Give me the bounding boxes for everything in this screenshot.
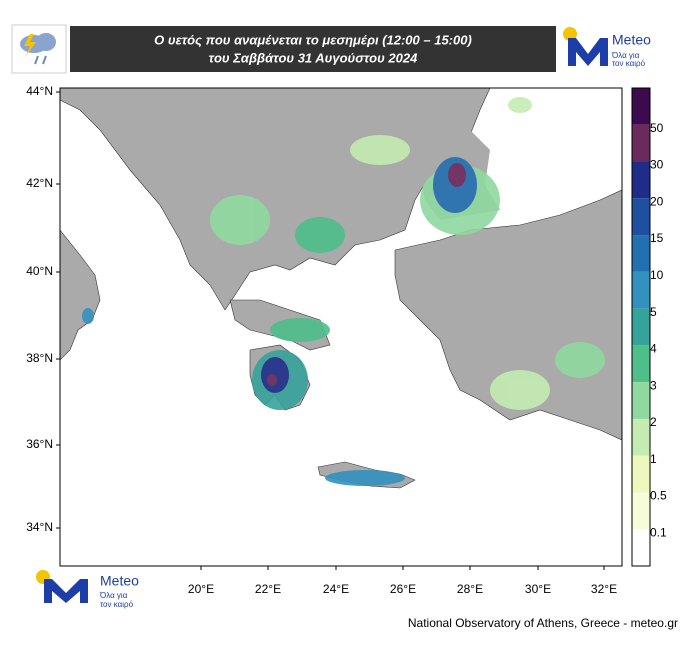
colorbar-label: 0.1	[650, 525, 667, 539]
lon-label: 26°E	[390, 582, 416, 596]
subtitle: του Σαββάτου 31 Αυγούστου 2024	[209, 50, 418, 65]
logo-name: Meteo	[612, 32, 651, 48]
logo-bottom: Meteo Όλα για τον καιρό	[36, 570, 139, 609]
colorbar-segment	[632, 345, 650, 383]
colorbar-label: 2	[650, 415, 657, 429]
logo-tagline: Όλα για	[99, 591, 128, 600]
colorbar-label: 3	[650, 378, 657, 392]
logo-tagline: τον καιρό	[100, 600, 134, 609]
weather-icon	[11, 24, 67, 74]
logo-top: Meteo Όλα για τον καιρό	[563, 27, 651, 68]
logo-tagline: Όλα για	[611, 51, 640, 60]
map-frame	[59, 87, 623, 567]
colorbar-segment	[632, 308, 650, 346]
colorbar-label: 30	[650, 158, 664, 172]
colorbar-label: 1	[650, 452, 657, 466]
lat-label: 42°N	[26, 176, 53, 190]
title: Ο υετός που αναμένεται το μεσημέρι (12:0…	[154, 32, 472, 47]
lon-label: 32°E	[591, 582, 617, 596]
colorbar-label: 50	[650, 121, 664, 135]
lat-label: 40°N	[26, 264, 53, 278]
lon-label: 24°E	[323, 582, 349, 596]
colorbar-label: 20	[650, 194, 664, 208]
colorbar-segment	[632, 88, 650, 125]
lon-label: 22°E	[255, 582, 281, 596]
colorbar-label: 5	[650, 305, 657, 319]
lon-label: 30°E	[525, 582, 551, 596]
footer: National Observatory of Athens, Greece -…	[408, 616, 678, 630]
lat-label: 36°N	[26, 437, 53, 451]
colorbar-segment	[632, 418, 650, 456]
lon-label: 28°E	[457, 582, 483, 596]
colorbar-segment	[632, 529, 650, 566]
logo-name: Meteo	[100, 573, 139, 589]
colorbar-label: 4	[650, 342, 657, 356]
colorbar-segment	[632, 124, 650, 162]
title-bar	[70, 26, 556, 72]
lon-label: 20°E	[188, 582, 214, 596]
colorbar-segment	[632, 235, 650, 272]
colorbar-segment	[632, 492, 650, 530]
colorbar-segment	[632, 455, 650, 493]
colorbar-segment	[632, 198, 650, 236]
colorbar-label: 10	[650, 268, 664, 282]
colorbar-segment	[632, 382, 650, 419]
lat-label: 44°N	[26, 84, 53, 98]
logo-tagline: τον καιρό	[612, 59, 646, 68]
lat-label: 38°N	[26, 351, 53, 365]
precipitation	[82, 97, 605, 486]
colorbar-segment	[632, 161, 650, 199]
colorbar-label: 0.5	[650, 489, 667, 503]
lat-label: 34°N	[26, 520, 53, 534]
colorbar-segment	[632, 271, 650, 309]
colorbar-frame	[631, 87, 651, 567]
map	[60, 88, 622, 566]
colorbar-label: 15	[650, 231, 664, 245]
